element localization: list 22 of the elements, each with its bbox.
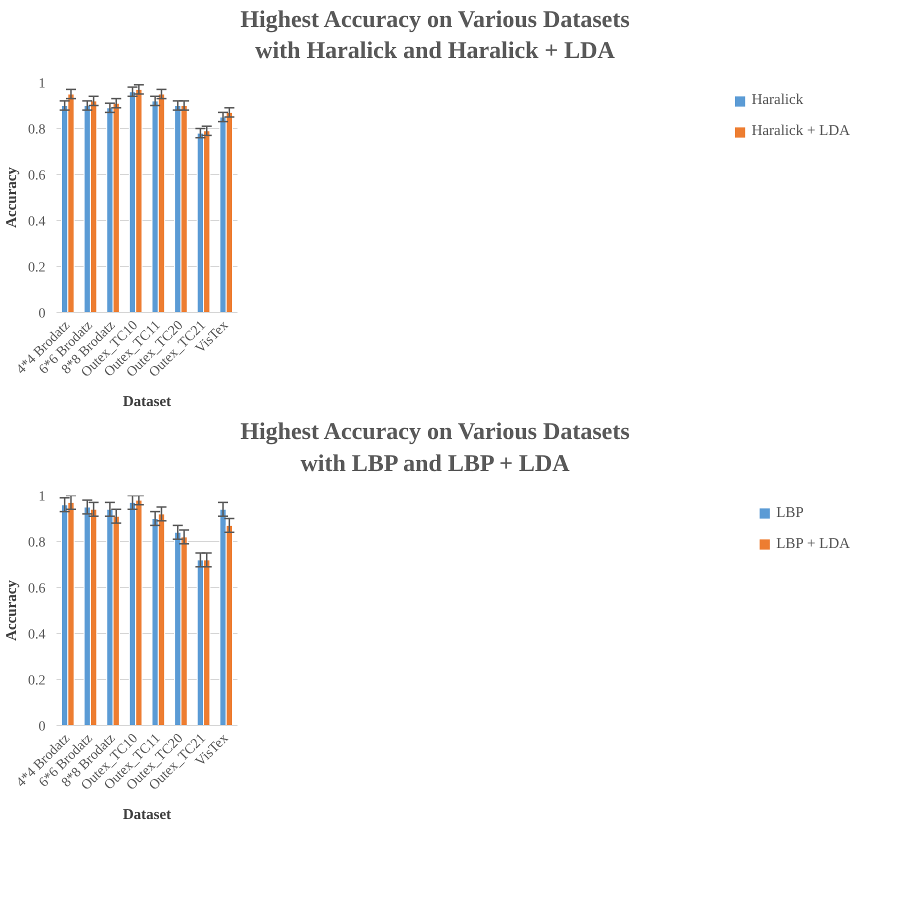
y-tick-label: 0 — [38, 719, 46, 734]
text: Highest Accuracy on Various Datasets with Haralick and Haralick + LDA — [240, 6, 630, 66]
y-axis-title: Accuracy — [4, 166, 20, 228]
legend-label: Haralick — [752, 92, 804, 110]
y-tick-label: 0.6 — [28, 581, 46, 596]
x-axis-title: Dataset — [122, 806, 172, 823]
y-tick-label: 0.2 — [28, 260, 46, 276]
text: Highest Accuracy on Various Datasets with LBP and LBP + LDA — [240, 418, 630, 479]
y-tick-label: 0.8 — [28, 535, 46, 550]
y-tick-label: 1 — [38, 76, 46, 92]
y-tick-label: 0.4 — [28, 627, 46, 642]
legend-label: LBP — [776, 504, 804, 522]
y-tick-label: 0 — [38, 306, 46, 322]
x-axis-title: Dataset — [122, 394, 172, 410]
legend-label: Haralick + LDA — [752, 123, 850, 140]
y-tick-label: 0.2 — [28, 673, 46, 688]
y-tick-label: 0.8 — [28, 122, 46, 138]
legend-label: LBP + LDA — [776, 536, 850, 553]
y-tick-label: 0.6 — [28, 168, 46, 184]
y-axis-title: Accuracy — [4, 579, 20, 641]
y-tick-label: 0.4 — [28, 214, 46, 230]
y-tick-label: 1 — [38, 489, 46, 504]
